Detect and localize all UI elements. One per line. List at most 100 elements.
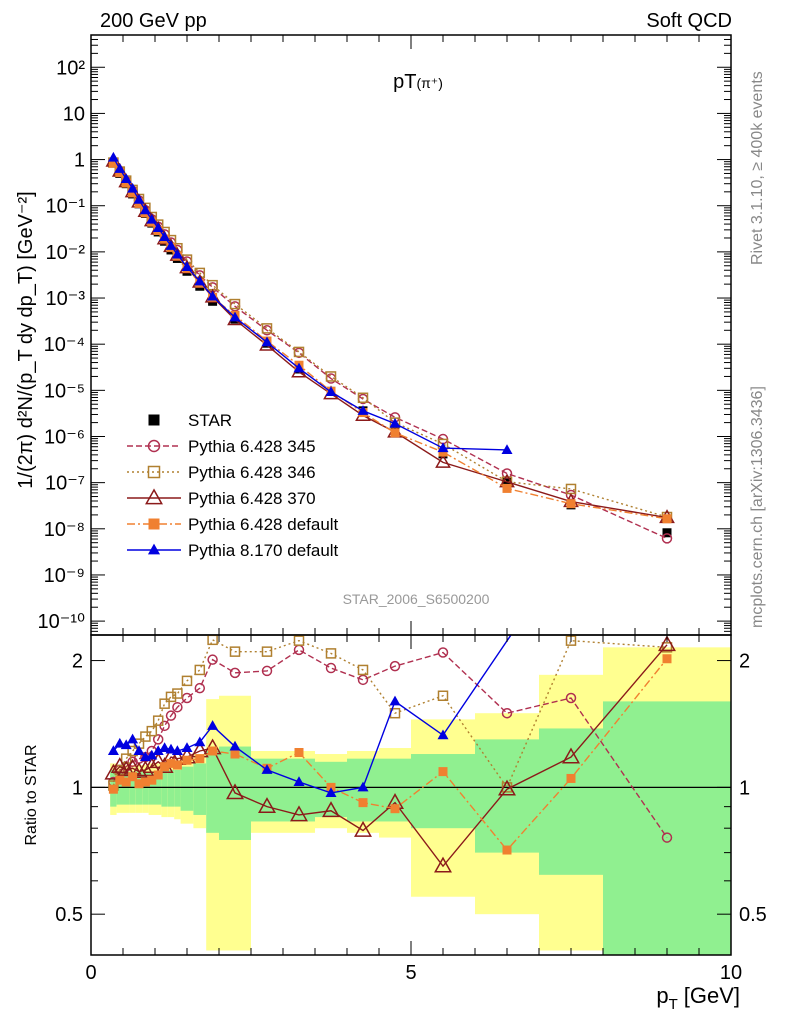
ratio-point: [130, 762, 148, 778]
ratio-point: [107, 745, 119, 755]
series-5: [107, 151, 513, 454]
legend-label: Pythia 6.428 346: [188, 463, 316, 482]
ratio-y-tick-label-right: 0.5: [739, 904, 767, 926]
ratio-y-tick-label: 1: [72, 777, 83, 799]
y-tick-label: 10⁻⁸: [44, 519, 85, 541]
ratio-point: [208, 746, 218, 756]
ratio-point: [293, 644, 305, 656]
ratio-point: [502, 845, 512, 855]
ratio-point: [172, 760, 182, 770]
x-tick-label: 5: [405, 962, 416, 984]
ratio-point: [565, 692, 577, 704]
ratio-point: [121, 777, 131, 787]
ratio-point: [325, 662, 337, 674]
legend-marker: [145, 488, 163, 505]
ratio-point: [115, 775, 125, 785]
data-point: [261, 323, 273, 334]
data-point: [194, 275, 206, 286]
data-point: [152, 222, 164, 232]
legend-label: STAR: [188, 411, 232, 430]
data-point: [139, 204, 151, 215]
ratio-point: [501, 707, 513, 719]
ratio-point: [152, 745, 164, 755]
y-tick-label: 10⁻²: [46, 242, 86, 264]
data-point: [437, 442, 449, 453]
legend-marker: [147, 439, 161, 453]
ratio-line: [112, 649, 668, 838]
series-line: [112, 162, 668, 518]
data-point: [114, 163, 126, 173]
legend-entry: Pythia 6.428 345: [127, 437, 316, 456]
side-labels: Rivet 3.1.10, ≥ 400k events mcplots.cern…: [749, 71, 766, 628]
ratio-point: [165, 710, 177, 721]
ratio-point: [293, 635, 305, 646]
band-inner: [603, 701, 731, 955]
ratio-point: [661, 832, 673, 843]
band-inner: [206, 750, 219, 833]
data-point: [108, 158, 118, 168]
header-left: 200 GeV pp: [100, 10, 207, 32]
ratio-point: [207, 654, 218, 665]
y-tick-label: 10⁻⁴: [44, 334, 85, 356]
y-tick-label: 10⁻¹⁰: [38, 611, 85, 633]
data-point: [133, 193, 145, 204]
ratio-point: [434, 856, 452, 873]
ratio-point: [261, 665, 273, 677]
ratio-point: [389, 660, 401, 672]
legend-marker: [147, 465, 161, 479]
ratio-point: [194, 664, 206, 676]
data-point: [128, 188, 138, 198]
ratio-line: [112, 635, 512, 794]
data-point: [261, 336, 273, 347]
ratio-point: [658, 635, 676, 652]
ratio-point: [562, 747, 580, 764]
side-label-bottom: mcplots.cern.ch [arXiv:1306.3436]: [749, 386, 766, 628]
band-inner: [193, 763, 207, 815]
ratio-point: [153, 770, 163, 780]
ratio-point: [261, 646, 273, 657]
legend-entry: Pythia 6.428 346: [127, 463, 316, 482]
main-frame: [90, 34, 732, 636]
ratio-point: [357, 664, 369, 676]
ratio-point: [293, 776, 305, 786]
data-point: [662, 528, 672, 538]
ratio-point: [181, 675, 193, 687]
ratio-point: [108, 784, 118, 794]
ratio-point: [149, 752, 168, 769]
data-point: [229, 298, 241, 310]
band-inner: [475, 739, 539, 853]
main-panel: 10⁻¹⁰ 10⁻⁹ 10⁻⁸ 10⁻⁷ 10⁻⁶ 10⁻⁵ 10⁻⁴ 10⁻³ 10⁻² 10⁻…: [15, 34, 732, 636]
data-point: [662, 514, 672, 524]
ratio-point: [142, 757, 161, 773]
ratio-panel: 0.5 0.5 1 1 2 2 0 5 10 Ratio to STAR pT [GeV]: [23, 634, 767, 1013]
y-tick-label: 10⁻⁷: [45, 473, 85, 495]
band-inner: [129, 771, 136, 805]
data-point: [181, 261, 193, 272]
ratio-point: [258, 797, 276, 813]
ratio-point: [181, 692, 193, 704]
ratio-point: [182, 755, 192, 765]
ratio-y-tick-label: 2: [72, 651, 83, 673]
data-point: [171, 248, 183, 259]
y-tick-label: 10⁻⁵: [44, 380, 85, 402]
ratio-point: [437, 729, 449, 740]
header-right: Soft QCD: [646, 10, 732, 32]
ratio-point: [152, 715, 164, 726]
band-inner: [161, 769, 168, 807]
ratio-point: [290, 805, 308, 822]
legend-label: Pythia 6.428 345: [188, 437, 316, 456]
legend-entry: STAR: [148, 411, 232, 430]
band-inner: [116, 771, 123, 805]
ratio-point: [437, 647, 449, 658]
y-tick-label: 1: [74, 150, 85, 172]
ratio-point: [172, 701, 183, 713]
data-point: [325, 386, 337, 397]
legend-label: Pythia 8.170 default: [188, 541, 339, 560]
ratio-y-tick-label: 0.5: [55, 904, 83, 926]
data-point: [107, 151, 119, 162]
legend: STAR Pythia 6.428 345 Pythia 6.428 346 Pyth…: [127, 411, 339, 560]
ratio-point: [661, 642, 673, 653]
legend-entry: Pythia 6.428 370: [127, 488, 316, 508]
ratio-point: [194, 682, 206, 694]
